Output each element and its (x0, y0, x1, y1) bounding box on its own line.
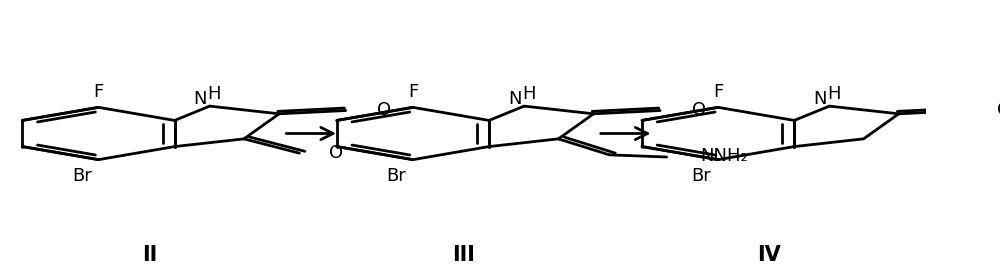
Text: IV: IV (757, 245, 781, 265)
Text: H: H (522, 85, 536, 103)
Text: II: II (142, 245, 157, 265)
Text: F: F (713, 83, 723, 101)
Text: O: O (329, 144, 343, 162)
Text: O: O (377, 101, 392, 119)
Text: III: III (452, 245, 475, 265)
Text: F: F (93, 83, 104, 101)
Text: H: H (208, 85, 221, 103)
Text: N: N (508, 90, 522, 108)
Text: Br: Br (386, 167, 406, 185)
Text: N: N (813, 90, 827, 108)
Text: Br: Br (692, 167, 711, 185)
Text: F: F (408, 83, 418, 101)
Text: O: O (692, 101, 706, 119)
Text: H: H (827, 85, 841, 103)
Text: O: O (997, 101, 1000, 119)
Text: Br: Br (72, 167, 92, 185)
Text: NNH₂: NNH₂ (700, 147, 748, 165)
Text: N: N (194, 90, 207, 108)
